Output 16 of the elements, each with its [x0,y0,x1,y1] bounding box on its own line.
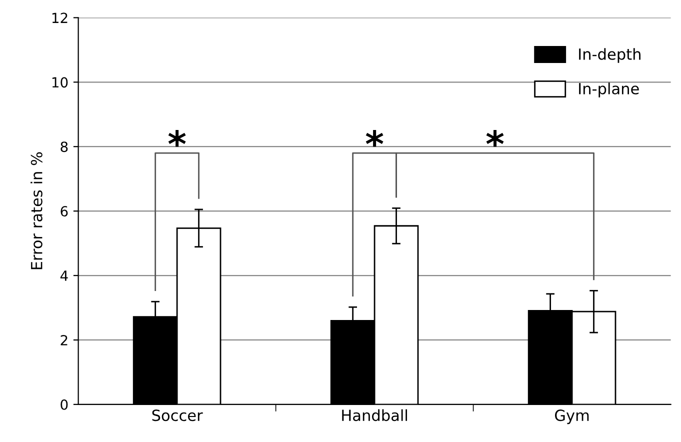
y-tick-label: 0 [60,399,68,410]
y-tick-label: 4 [60,270,68,281]
annotation: * [366,130,384,147]
legend-label: In-plane [579,82,639,98]
x-tick-label: Soccer [152,410,203,422]
x-tick-label: Gym [555,410,589,424]
annotation: * [486,130,504,147]
y-tick-label: 10 [52,77,68,88]
legend-label: In-depth [579,48,640,63]
x-tick-label: Handball [342,409,408,422]
y-tick-label: 8 [60,142,68,152]
y-tick-label: 6 [60,206,68,217]
y-tick-label: 2 [60,334,68,346]
y-axis-title: Error rates in % [30,152,42,270]
y-tick-label: 12 [52,12,68,23]
annotation: * [168,130,186,147]
